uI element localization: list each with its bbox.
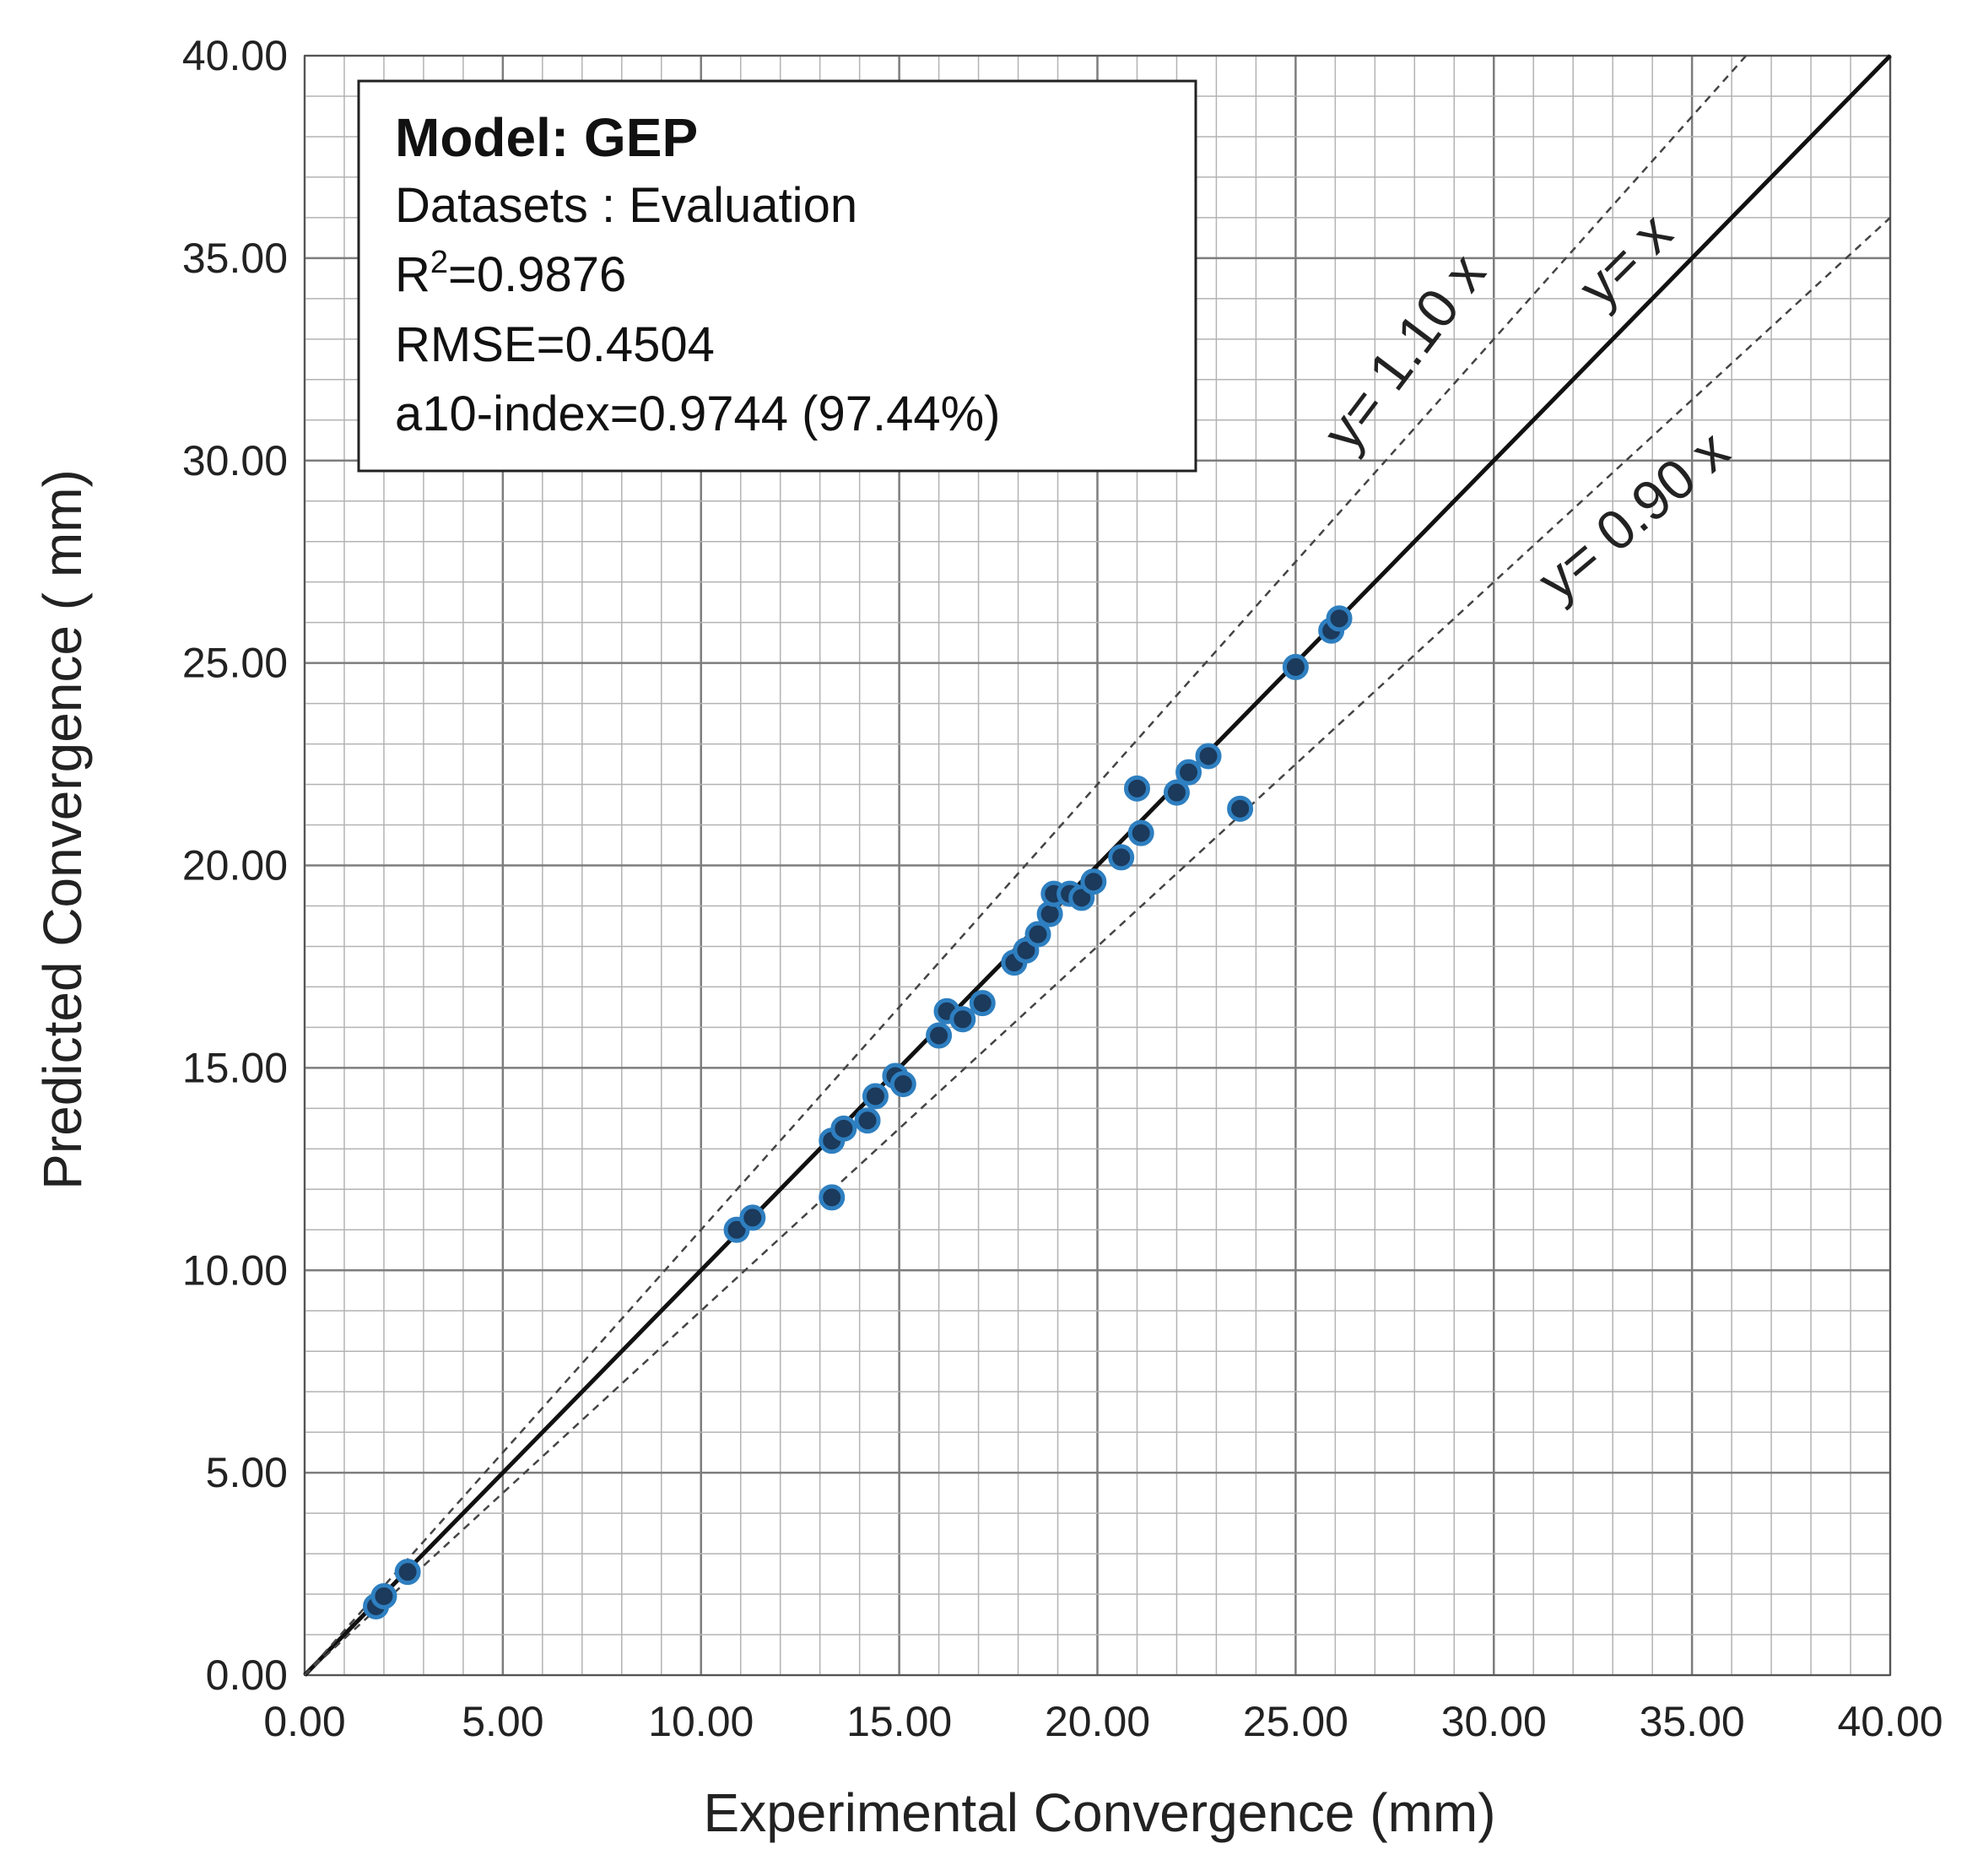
x-tick-label: 30.00 [1441, 1698, 1547, 1745]
y-tick-label: 20.00 [182, 842, 288, 889]
data-point [862, 1083, 889, 1110]
legend-title: Model: GEP [395, 107, 698, 168]
x-tick-label: 35.00 [1640, 1698, 1745, 1745]
data-point [1080, 868, 1107, 895]
y-tick-label: 35.00 [182, 235, 288, 282]
y-tick-label: 5.00 [206, 1449, 288, 1496]
data-point [370, 1582, 397, 1609]
data-point [969, 990, 996, 1017]
x-tick-label: 10.00 [648, 1698, 754, 1745]
data-point [1326, 605, 1353, 632]
x-tick-label: 40.00 [1837, 1698, 1943, 1745]
legend-a10: a10-index=0.9744 (97.44%) [395, 387, 1000, 441]
data-point [739, 1204, 766, 1231]
data-point [926, 1022, 953, 1049]
legend-rmse: RMSE=0.4504 [395, 317, 715, 372]
y-tick-label: 0.00 [206, 1652, 288, 1699]
x-tick-label: 0.00 [263, 1698, 345, 1745]
data-point [1163, 779, 1190, 806]
data-point [1108, 844, 1135, 871]
x-tick-label: 25.00 [1243, 1698, 1348, 1745]
y-tick-labels: 0.00 5.00 10.00 15.00 20.00 25.00 30.00 35.00 40… [182, 32, 288, 1699]
data-point [1195, 743, 1222, 770]
legend-frame [357, 79, 1197, 473]
y-tick-label: 15.00 [182, 1044, 288, 1091]
y-tick-label: 10.00 [182, 1246, 288, 1294]
y-axis-title: Predicted Convergence ( mm) [32, 469, 93, 1190]
x-tick-labels: 0.00 5.00 10.00 15.00 20.00 25.00 30.00 35.00 40… [263, 1698, 1943, 1745]
label-y-equals-1-10x: y= 1.10 x [1310, 242, 1497, 462]
data-point [1127, 819, 1154, 846]
legend-r2-superscript: 2 [430, 245, 448, 280]
y-tick-label: 40.00 [182, 32, 288, 79]
x-axis-title: Experimental Convergence (mm) [704, 1782, 1496, 1843]
data-point [1227, 795, 1254, 822]
y-tick-label: 25.00 [182, 640, 288, 687]
data-point [1024, 921, 1051, 948]
legend-r2-value: =0.9876 [448, 247, 626, 302]
data-point [394, 1559, 421, 1586]
label-y-equals-x: y= x [1566, 201, 1683, 318]
data-point [830, 1115, 857, 1142]
legend-r2: R2=0.9876 [395, 245, 626, 302]
reference-lines [303, 54, 1892, 1677]
data-point [1123, 775, 1150, 802]
legend-r2-prefix: R [395, 247, 430, 302]
x-tick-label: 20.00 [1045, 1698, 1150, 1745]
data-point [1282, 653, 1309, 680]
plot-frame [304, 55, 1891, 1676]
y-tick-label: 30.00 [182, 437, 288, 484]
label-y-equals-0-90x: y= 0.90 x [1526, 418, 1740, 612]
x-tick-label: 5.00 [462, 1698, 543, 1745]
reference-line [303, 54, 1892, 1677]
data-point [854, 1107, 881, 1134]
data-point [819, 1184, 846, 1211]
data-points [363, 605, 1353, 1619]
legend-dataset: Datasets : Evaluation [395, 178, 857, 233]
legend-box: Model: GEP Datasets : Evaluation R2=0.98… [357, 79, 1197, 473]
x-tick-label: 15.00 [846, 1698, 952, 1745]
data-point [1175, 759, 1202, 786]
reference-line [304, 55, 1748, 1676]
data-point [949, 1006, 976, 1033]
data-point [1036, 900, 1063, 927]
data-point [889, 1071, 916, 1098]
